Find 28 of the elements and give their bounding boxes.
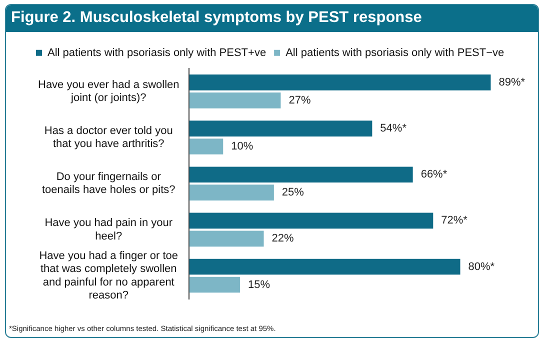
data-label: 54%*	[380, 122, 408, 135]
bar	[189, 258, 460, 275]
legend-label: All patients with psoriasis only with PEST+ve	[48, 46, 266, 59]
legend-label: All patients with psoriasis only with PEST−ve	[286, 46, 504, 59]
bar	[189, 166, 413, 183]
data-label: 22%	[272, 232, 294, 245]
data-label: 72%*	[441, 214, 468, 227]
bar	[189, 212, 434, 229]
data-label: 10%	[231, 140, 254, 153]
bar	[189, 276, 240, 293]
y-tick-label: Do your fingernails or toenails have holes or pits?	[42, 171, 176, 196]
bar	[189, 120, 372, 136]
bar	[189, 230, 264, 247]
data-label: 27%	[288, 94, 311, 106]
y-tick-label: Have you had pain in your heel?	[44, 217, 173, 242]
y-tick-label: Have you had a finger or toe that was completely swollen and painful for no apparent reason?	[39, 250, 178, 302]
bar	[189, 74, 491, 90]
data-label: 15%	[248, 278, 270, 291]
y-tick-label: Has a doctor ever told you that you have arthritis?	[44, 124, 173, 150]
data-label: 80%*	[468, 260, 496, 273]
data-label: 25%	[282, 186, 304, 199]
chart-title: Figure 2. Musculoskeletal symptoms by PEST response	[6, 5, 538, 32]
bar	[189, 184, 274, 200]
data-label: 66%*	[420, 168, 448, 181]
data-label: 89%*	[498, 76, 526, 88]
y-tick-label: Have you ever had a swollen joint (or joints)?	[38, 78, 180, 104]
bar	[189, 138, 224, 154]
bar	[189, 92, 281, 108]
